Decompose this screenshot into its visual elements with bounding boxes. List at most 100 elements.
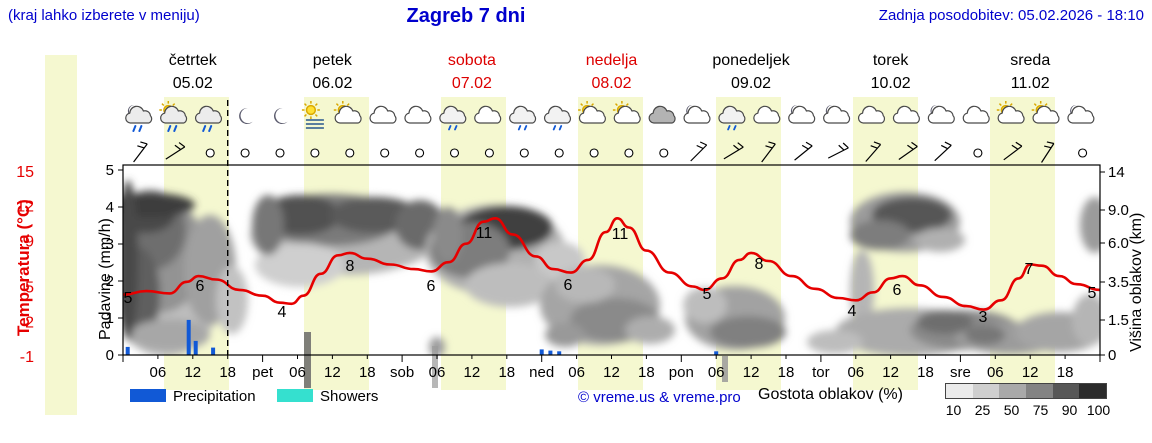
cloud-density-scale-labels: 10 25 50 75 90 100 (939, 402, 1113, 418)
svg-text:2: 2 (25, 314, 34, 331)
svg-text:18: 18 (917, 364, 934, 381)
svg-text:8: 8 (755, 256, 764, 273)
svg-text:0: 0 (106, 347, 114, 364)
svg-text:-1: -1 (20, 349, 34, 366)
svg-text:12: 12 (882, 364, 899, 381)
cloud-density-label: Gostota oblakov (%) (758, 386, 903, 403)
day-date: 11.02 (1010, 75, 1050, 92)
weather-icon (439, 105, 467, 131)
svg-text:0: 0 (1108, 347, 1116, 364)
day-name: sreda (1010, 52, 1051, 69)
weather-icon (239, 107, 253, 124)
svg-text:6: 6 (564, 277, 573, 294)
weather-icon (753, 105, 781, 124)
day-name: petek (312, 52, 352, 69)
precip-tick-labels: 5 4 3 2 1 0 (106, 162, 114, 364)
svg-text:ned: ned (529, 364, 554, 381)
svg-text:6: 6 (427, 278, 436, 295)
cloud-smudges (304, 332, 728, 388)
cloud-density-swatch (946, 384, 973, 398)
svg-text:8: 8 (346, 258, 355, 275)
menu-hint: (kraj lahko izberete v meniju) (8, 7, 200, 24)
svg-text:pet: pet (252, 364, 274, 381)
weather-icon (194, 105, 223, 132)
precip-axis-title: Padavine (mm/h) (97, 218, 114, 340)
svg-text:12: 12 (603, 364, 620, 381)
weather-icon (159, 101, 188, 132)
precipitation-bars (125, 319, 719, 355)
showers-swatch (277, 389, 313, 402)
svg-text:14: 14 (1108, 164, 1125, 181)
svg-text:1.5: 1.5 (1108, 312, 1129, 329)
weather-icon (1067, 104, 1095, 124)
day-name: nedelja (585, 52, 638, 69)
cloud-density-scale-value: 75 (1032, 402, 1049, 418)
svg-text:sob: sob (390, 364, 414, 381)
svg-text:6.0: 6.0 (1108, 235, 1129, 252)
day-name: sobota (447, 52, 496, 69)
cloud-density-swatch (1079, 384, 1107, 398)
cloud-density-swatch (972, 384, 1000, 398)
weather-icon (543, 105, 572, 131)
weather-icon (857, 105, 886, 124)
svg-text:15: 15 (16, 164, 34, 181)
weather-icon (996, 101, 1025, 124)
wind-symbols-row (133, 141, 1088, 163)
cloud-density-swatch (1026, 384, 1053, 398)
svg-text:11: 11 (476, 225, 493, 242)
weather-icon (962, 105, 990, 124)
svg-text:12: 12 (184, 364, 201, 381)
svg-text:3: 3 (106, 236, 114, 253)
credit-link[interactable]: © vreme.us & vreme.pro (578, 389, 741, 406)
temperature-value-labels: 5 6 4 8 6 11 6 11 5 8 4 6 3 7 5 (124, 225, 1097, 326)
svg-text:06: 06 (708, 364, 725, 381)
svg-text:18: 18 (498, 364, 515, 381)
cloud-height-axis-title: Višina oblakov (km) (1128, 212, 1145, 352)
svg-text:12: 12 (743, 364, 760, 381)
cloud-density-scale-value: 50 (1003, 402, 1020, 418)
svg-text:12: 12 (464, 364, 481, 381)
svg-text:18: 18 (219, 364, 236, 381)
day-name: četrtek (168, 52, 217, 69)
temperature-line (123, 216, 1100, 311)
svg-text:pon: pon (669, 364, 694, 381)
cloud-ticks (1100, 171, 1105, 356)
cloud-tick-labels: 14 9.0 6.0 3.5 1.5 0 (1108, 164, 1129, 364)
svg-text:tor: tor (812, 364, 830, 381)
x-tick-labels: 06 12 18 pet 06 12 18 sob 06 12 18 ned 06 12 18 pon 06 12… (150, 364, 1074, 381)
svg-text:18: 18 (1057, 364, 1074, 381)
precipitation-swatch (130, 389, 166, 402)
weather-icon (927, 104, 955, 124)
day-date: 07.02 (451, 75, 492, 92)
weather-icon (369, 105, 397, 124)
svg-text:6: 6 (893, 282, 902, 299)
svg-text:11: 11 (612, 226, 629, 243)
showers-label: Showers (320, 388, 379, 405)
svg-text:06: 06 (150, 364, 167, 381)
page-title: Zagreb 7 dni (406, 5, 526, 27)
svg-text:4: 4 (848, 303, 857, 320)
cloud-density-scale-value: 90 (1061, 402, 1078, 418)
svg-text:9: 9 (25, 233, 34, 250)
weather-icon (648, 105, 676, 124)
weather-icon (892, 105, 920, 124)
svg-text:4: 4 (106, 199, 114, 216)
svg-text:18: 18 (638, 364, 655, 381)
weather-icon (578, 101, 606, 124)
cloud-density-scale-value: 10 (945, 402, 962, 418)
svg-text:5: 5 (25, 280, 34, 297)
svg-text:12: 12 (1022, 364, 1039, 381)
svg-text:2: 2 (106, 273, 114, 290)
svg-text:6: 6 (196, 278, 205, 295)
svg-text:06: 06 (568, 364, 585, 381)
weather-icon (683, 104, 711, 124)
cloud-density-swatch (999, 384, 1027, 398)
weather-icon (301, 101, 324, 129)
cloud-density-layer (123, 180, 1100, 355)
svg-text:06: 06 (429, 364, 446, 381)
weather-icons-row (125, 101, 1095, 132)
svg-text:5: 5 (106, 162, 114, 179)
day-headers: četrtek 05.02 petek 06.02 sobota 07.02 nedelja… (0, 52, 1152, 100)
weather-icon (612, 101, 641, 124)
